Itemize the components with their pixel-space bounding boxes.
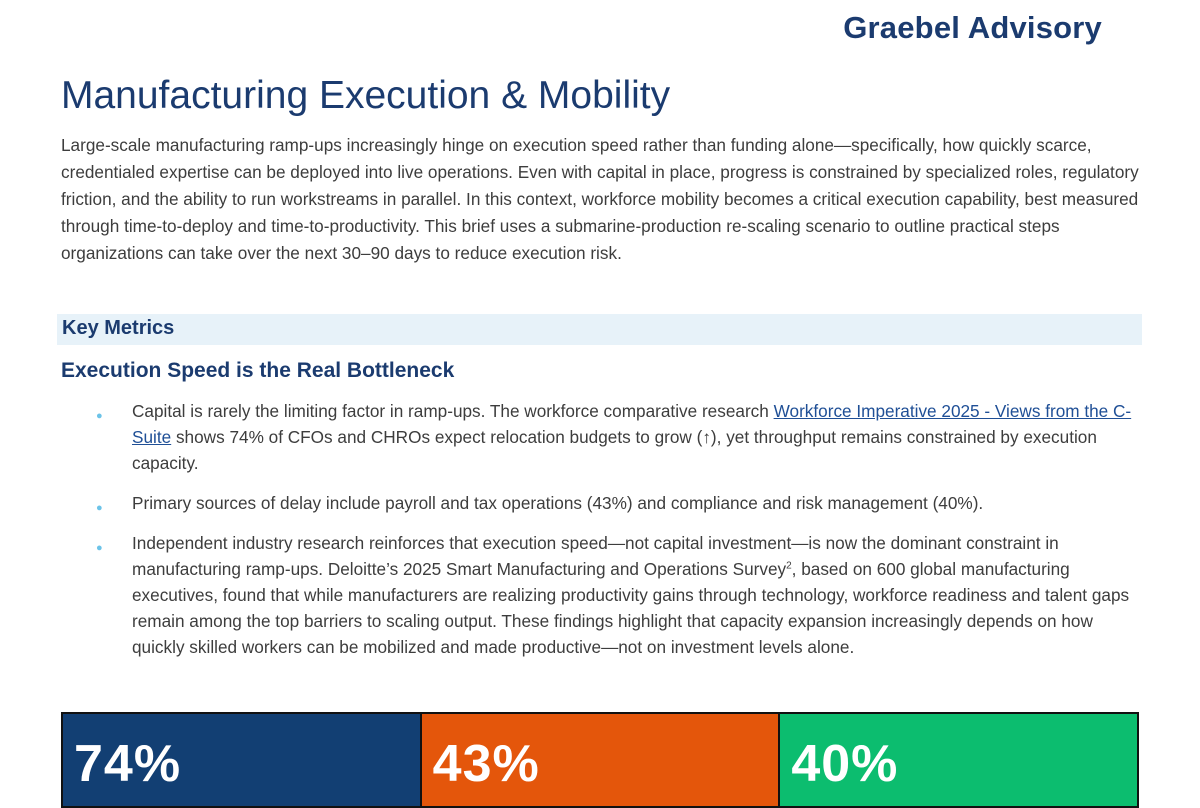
bullet-text: shows 74% of CFOs and CHROs expect reloc… xyxy=(132,427,1097,473)
bullet-dot-icon: ● xyxy=(96,502,103,514)
section-header-bar: Key Metrics xyxy=(57,314,1142,345)
metric-tile-relocation-budget: 74% xyxy=(63,714,420,806)
research-link[interactable]: Workforce Imperative 2025 - Views from t… xyxy=(132,401,1132,447)
metric-tile-payroll-tax: 43% xyxy=(419,714,779,806)
brand-logo-text: Graebel Advisory xyxy=(843,10,1102,45)
bullet-text: Independent industry research reinforces… xyxy=(132,533,1059,579)
bullet-item: ● Capital is rarely the limiting factor … xyxy=(96,398,1146,476)
bullet-dot-icon: ● xyxy=(96,542,103,554)
bullet-item: ● Independent industry research reinforc… xyxy=(96,530,1146,660)
bullet-text: Primary sources of delay include payroll… xyxy=(132,493,984,513)
bullet-dot-icon: ● xyxy=(96,410,103,422)
page-title: Manufacturing Execution & Mobility xyxy=(61,74,671,117)
section-heading: Key Metrics xyxy=(62,317,175,339)
metrics-row: 74% 43% 40% xyxy=(61,712,1139,808)
bullet-item: ● Primary sources of delay include payro… xyxy=(96,490,1146,516)
footnote-marker[interactable]: 2 xyxy=(786,560,792,572)
intro-paragraph: Large-scale manufacturing ramp-ups incre… xyxy=(61,135,1139,263)
metric-value: 43% xyxy=(432,735,540,793)
metric-tile-compliance-risk: 40% xyxy=(778,714,1138,806)
metric-value: 74% xyxy=(74,735,182,793)
bullet-text: , based on 600 global manufacturing exec… xyxy=(132,559,1130,657)
metric-value: 40% xyxy=(791,735,899,793)
subheading: Execution Speed is the Real Bottleneck xyxy=(61,359,455,382)
bullet-text: Capital is rarely the limiting factor in… xyxy=(132,401,774,421)
bullet-list: ● Capital is rarely the limiting factor … xyxy=(96,398,1146,660)
